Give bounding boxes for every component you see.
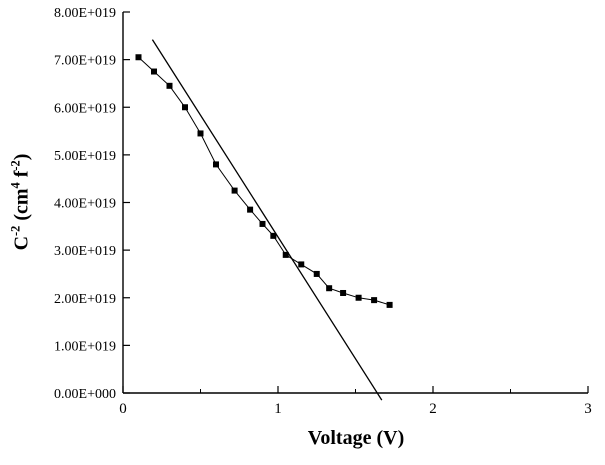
linear-fit-path — [151, 39, 383, 401]
capacitance-data-marker — [151, 68, 157, 75]
y-tick-label: 0.00E+000 — [54, 387, 116, 402]
capacitance-data-marker — [182, 104, 188, 111]
y-tick-label: 8.00E+019 — [54, 6, 116, 21]
y-tick-label: 7.00E+019 — [54, 54, 116, 69]
capacitance-data-marker — [247, 206, 254, 213]
capacitance-data-path — [138, 56, 390, 306]
y-tick-label: 3.00E+019 — [54, 244, 116, 259]
y-axis-title: C-2 (cm4 f-2) — [8, 153, 33, 251]
capacitance-data-marker — [386, 301, 393, 308]
capacitance-data-marker — [166, 82, 173, 89]
x-tick-label: 2 — [429, 401, 437, 417]
capacitance-data-marker — [371, 297, 378, 304]
x-axis-title: Voltage (V) — [307, 427, 405, 449]
capacitance-data-marker — [282, 251, 289, 258]
y-tick-label: 4.00E+019 — [54, 197, 116, 212]
y-tick-label: 2.00E+019 — [54, 292, 116, 307]
y-tick-label: 5.00E+019 — [54, 149, 116, 164]
capacitance-data-marker — [231, 187, 238, 194]
x-tick-label: 0 — [119, 401, 127, 417]
capacitance-data-marker — [313, 270, 320, 277]
capacitance-data-marker — [197, 130, 204, 137]
capacitance-data-marker — [340, 289, 347, 296]
capacitance-data-marker — [270, 232, 277, 239]
x-tick-label: 3 — [584, 401, 592, 417]
y-tick-label: 6.00E+019 — [54, 101, 116, 116]
x-tick-label: 1 — [274, 401, 282, 417]
y-tick-label: 1.00E+019 — [54, 339, 116, 354]
capacitance-data-marker — [326, 285, 333, 292]
capacitance-data-marker — [259, 220, 266, 227]
capacitance-data-marker — [135, 54, 142, 61]
capacitance-data-marker — [355, 294, 362, 301]
capacitance-data-marker — [213, 161, 219, 168]
capacitance-data-marker — [298, 261, 305, 268]
